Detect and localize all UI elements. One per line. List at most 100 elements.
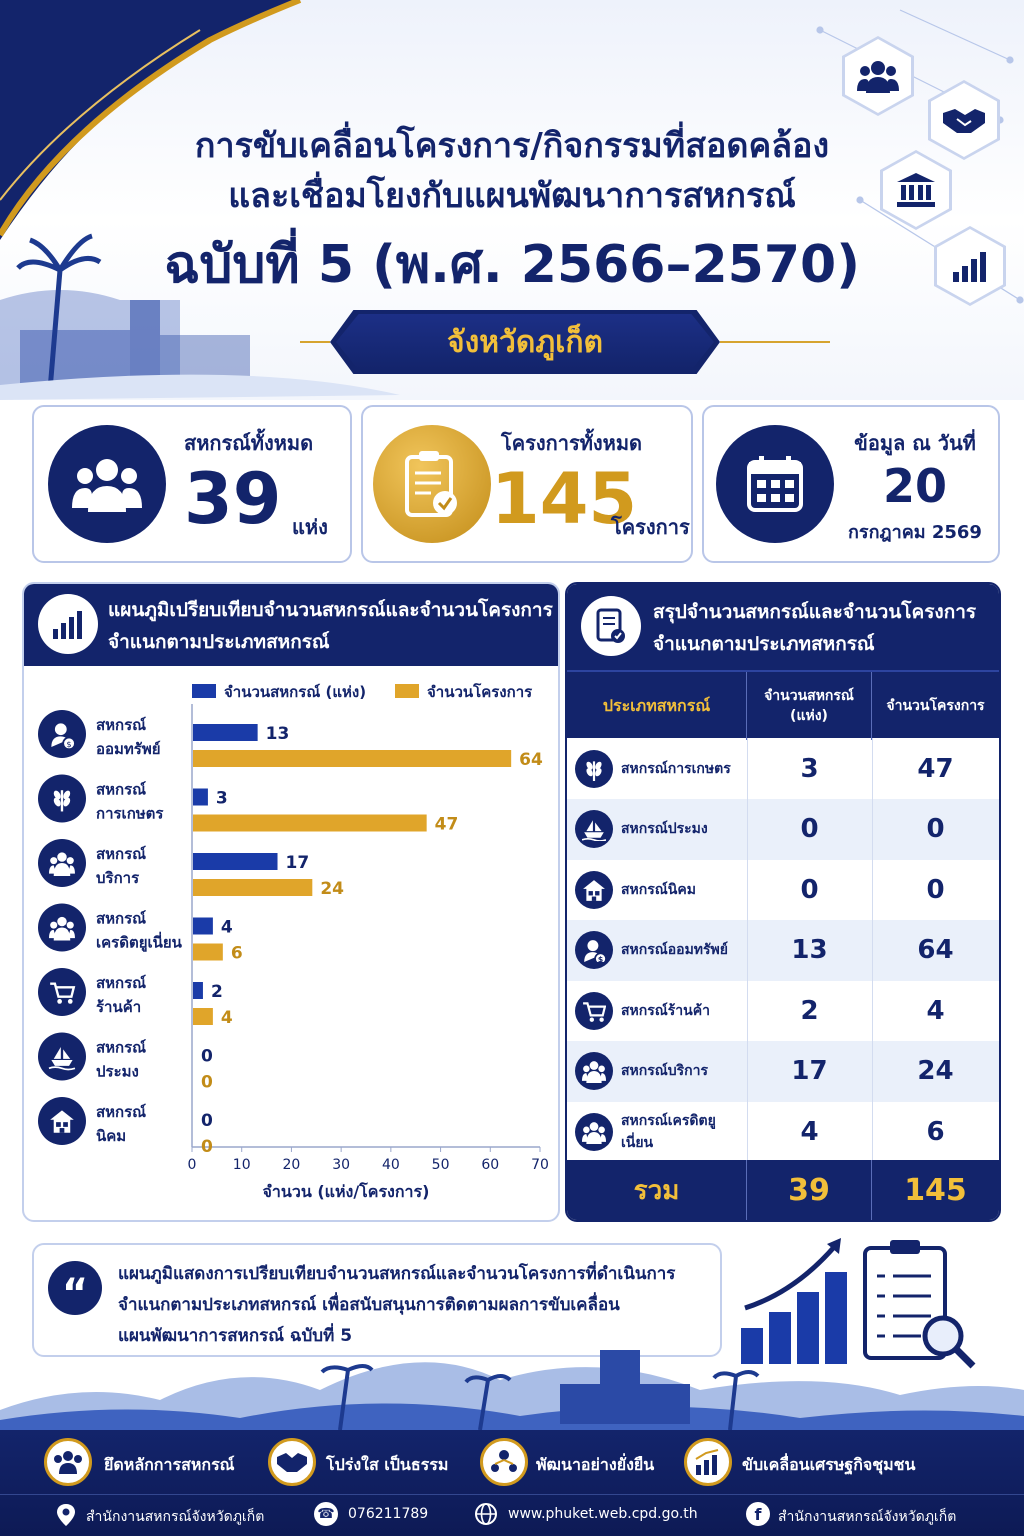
bar-projects-4 <box>193 943 223 961</box>
table-cell-projects: 24 <box>917 1056 954 1086</box>
table-row: สหกรณ์การเกษตร 3 47 <box>567 738 999 799</box>
table-row-icon <box>575 749 613 788</box>
table-row: $ สหกรณ์ออมทรัพย์ 13 64 <box>567 919 999 981</box>
data-label-projects-7: 0 <box>201 1137 213 1157</box>
title-line-1: การขับเคลื่อนโครงการ/กิจกรรมที่สอดคล้อง <box>194 126 830 166</box>
saving-icon: $ <box>51 723 76 751</box>
boat-icon <box>582 820 606 841</box>
facebook-icon: f <box>746 1502 770 1526</box>
col-header-coops: จำนวนสหกรณ์ (แห่ง) <box>747 672 872 740</box>
bank-icon <box>897 173 935 207</box>
footer-value-3: พัฒนาอย่างยั่งยืน <box>536 1455 655 1474</box>
coops-value: 39 <box>184 458 282 540</box>
category-label-4-line1: สหกรณ์ <box>96 910 146 928</box>
footer-value-1: ยึดหลักการสหกรณ์ <box>104 1455 235 1474</box>
table-cell-type: สหกรณ์นิคม <box>567 870 747 909</box>
x-tick-label-7: 70 <box>531 1157 549 1173</box>
stat-card-date: ข้อมูล ณ วันที่ 20 กรกฎาคม 2569 <box>702 405 1000 563</box>
table-column-divider <box>872 980 873 1041</box>
table-column-divider <box>747 919 748 981</box>
table-row-icon <box>575 991 613 1030</box>
total-projects: 145 <box>904 1172 967 1208</box>
cart-icon <box>583 1001 606 1022</box>
table-title-line1: สรุปจำนวนสหกรณ์และจำนวนโครงการ <box>653 601 977 623</box>
table-cell-projects: 47 <box>917 753 954 784</box>
date-circle <box>716 425 834 543</box>
quote-icon: “ <box>48 1261 102 1317</box>
footer-value-4-icon <box>684 1438 732 1486</box>
bar-coops-5 <box>193 982 203 999</box>
table-column-divider <box>747 980 748 1041</box>
total-coops: 39 <box>747 1160 872 1220</box>
table-cell-coops: 3 <box>800 753 819 784</box>
x-tick-label-1: 10 <box>233 1157 251 1173</box>
table-row-icon: $ <box>575 931 613 969</box>
table-row: สหกรณ์เครดิตยูเนี่ยน 4 6 <box>567 1101 999 1162</box>
table-column-divider <box>747 798 748 860</box>
table-row: สหกรณ์ประมง 0 0 <box>567 798 999 860</box>
contact-office: สำนักงานสหกรณ์จังหวัดภูเก็ต <box>86 1509 265 1525</box>
legend-swatch-2 <box>395 684 419 698</box>
chart-panel-header <box>24 584 558 666</box>
category-label-4-line2: เครดิตยูเนี่ยน <box>96 932 183 953</box>
data-label-projects-2: 47 <box>435 815 459 835</box>
handshake-icon <box>943 109 985 133</box>
projects-circle <box>373 425 491 543</box>
contact-phone[interactable]: 076211789 <box>348 1506 429 1522</box>
contact-website[interactable]: www.phuket.web.cpd.go.th <box>508 1506 698 1522</box>
category-label-5-line2: ร้านค้า <box>96 998 141 1016</box>
footer-divider <box>0 1494 1024 1495</box>
bar-chart-icon <box>53 611 82 639</box>
data-label-coops-3: 17 <box>286 853 310 873</box>
title-line-3: ฉบับที่ 5 (พ.ศ. 2566–2570) <box>164 235 860 295</box>
total-label: รวม <box>567 1160 747 1220</box>
house-icon <box>50 1110 74 1133</box>
location-pin-icon <box>57 1504 75 1526</box>
category-label-7-line1: สหกรณ์ <box>96 1103 146 1121</box>
table-panel-icon-circle <box>581 596 641 656</box>
projects-value: 145 <box>491 458 638 540</box>
footer-value-4: ขับเคลื่อนเศรษฐกิจชุมชน <box>742 1455 916 1474</box>
footer-value-1-icon <box>44 1438 92 1486</box>
bar-projects-3 <box>193 879 313 896</box>
stat-card-projects: โครงการทั้งหมด 145 โครงการ <box>361 405 693 563</box>
quote-line1: แผนภูมิแสดงการเปรียบเทียบจำนวนสหกรณ์และจ… <box>118 1264 676 1284</box>
data-label-coops-2: 3 <box>216 789 228 809</box>
category-icon-circle-5 <box>38 968 86 1016</box>
category-label-1-line1: สหกรณ์ <box>96 716 146 734</box>
x-tick-label-4: 40 <box>382 1157 400 1173</box>
col-header-coops-line1: จำนวนสหกรณ์ <box>764 688 854 704</box>
table-row-icon <box>575 1112 613 1151</box>
province-banner: จังหวัดภูเก็ต <box>336 314 714 370</box>
table-row-icon <box>575 870 613 909</box>
table-title-line2: จำแนกตามประเภทสหกรณ์ <box>653 633 875 655</box>
x-tick-label-3: 30 <box>332 1157 350 1173</box>
bar-coops-2 <box>193 788 208 806</box>
category-label-6-line1: สหกรณ์ <box>96 1039 146 1057</box>
table-column-divider <box>872 738 873 799</box>
chart-title-line1: แผนภูมิเปรียบเทียบจำนวนสหกรณ์และจำนวนโคร… <box>108 599 553 621</box>
stat-card-coops: สหกรณ์ทั้งหมด 39 แห่ง <box>32 405 352 563</box>
growth-icon <box>491 1450 517 1472</box>
table-cell-type-label: สหกรณ์การเกษตร <box>621 760 731 777</box>
people-icon <box>49 916 75 941</box>
cart-icon <box>50 982 76 1004</box>
landscape-decoration <box>0 1350 1024 1436</box>
bar-chart-icon <box>953 252 986 282</box>
category-label-2-line1: สหกรณ์ <box>96 781 146 799</box>
contact-facebook[interactable]: สำนักงานสหกรณ์จังหวัดภูเก็ต <box>778 1509 957 1525</box>
footer-value-3-icon <box>480 1438 528 1486</box>
table-cell-type: สหกรณ์เครดิตยูเนี่ยน <box>567 1110 747 1154</box>
x-tick-label-5: 50 <box>432 1157 450 1173</box>
legend-swatch-1 <box>192 684 216 698</box>
globe-icon <box>475 1503 497 1525</box>
svg-text:$: $ <box>598 955 603 962</box>
table-cell-coops: 4 <box>800 1116 819 1147</box>
footer-value-2: โปร่งใส เป็นธรรม <box>326 1455 449 1474</box>
category-label-2-line2: การเกษตร <box>96 805 164 823</box>
table-row: สหกรณ์ร้านค้า 2 4 <box>567 980 999 1041</box>
table-cell-coops: 17 <box>791 1056 828 1086</box>
table-column-divider <box>872 798 873 860</box>
table-cell-type: สหกรณ์ร้านค้า <box>567 991 747 1030</box>
table-column-divider <box>747 738 748 799</box>
